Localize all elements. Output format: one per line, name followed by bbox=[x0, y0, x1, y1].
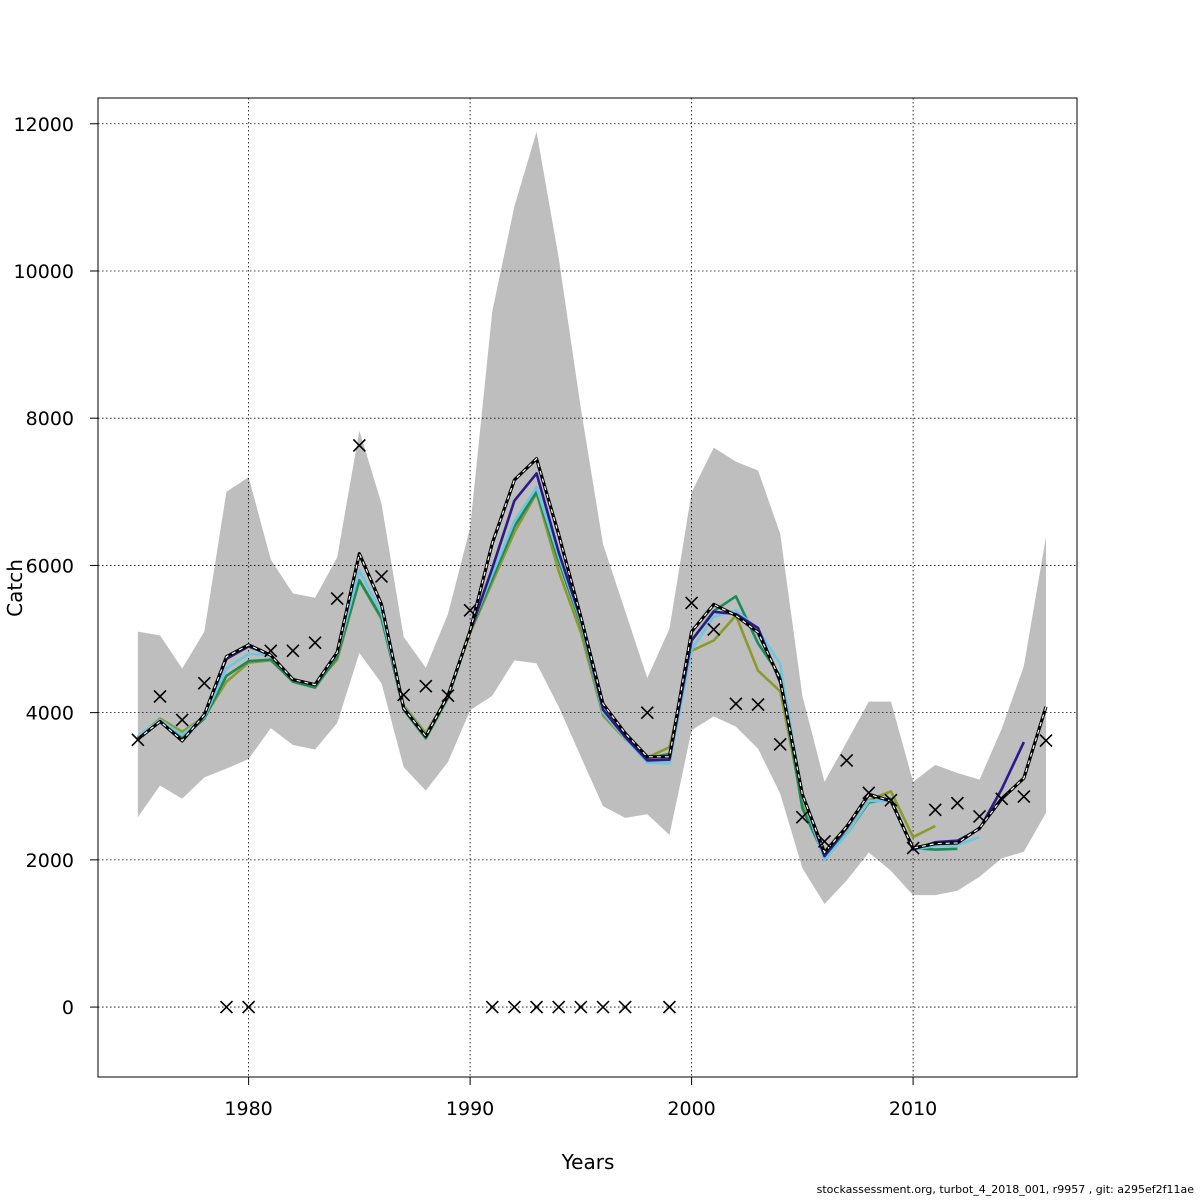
y-tick-label-12000: 12000 bbox=[14, 114, 74, 136]
observation-point-2015 bbox=[1017, 789, 1031, 804]
y-tick-label-4000: 4000 bbox=[26, 703, 74, 725]
x-tick-label-1980: 1980 bbox=[224, 1098, 272, 1120]
observation-point-1996 bbox=[596, 1000, 610, 1014]
observation-point-1976 bbox=[153, 689, 167, 704]
grid-layer bbox=[98, 98, 1077, 1077]
observation-point-2001 bbox=[707, 622, 721, 637]
observation-point-1990 bbox=[463, 603, 477, 617]
observation-point-2011 bbox=[928, 803, 942, 817]
y-tick-label-2000: 2000 bbox=[26, 850, 74, 872]
observation-point-2002 bbox=[729, 697, 743, 711]
plot-frame bbox=[97, 97, 1078, 1078]
footer-credit: stockassessment.org, turbot_4_2018_001, … bbox=[816, 1183, 1194, 1196]
y-tick-label-6000: 6000 bbox=[26, 555, 74, 577]
observation-layer bbox=[131, 438, 1053, 1014]
y-tick-label-10000: 10000 bbox=[14, 261, 74, 283]
observation-point-1980 bbox=[242, 1000, 256, 1014]
x-axis-title: Years bbox=[561, 1150, 615, 1174]
observation-point-2008 bbox=[862, 786, 876, 800]
observation-point-1985 bbox=[352, 438, 366, 453]
confidence-band bbox=[137, 131, 1046, 905]
axis-layer: 1980 1990 2000 2010 0 2000 4000 6000 8000 10000 12… bbox=[14, 97, 1078, 1120]
observation-point-2012 bbox=[950, 796, 964, 810]
y-tick-label-8000: 8000 bbox=[26, 408, 74, 430]
observation-point-2014 bbox=[995, 792, 1009, 806]
observation-point-2007 bbox=[840, 753, 854, 768]
observation-point-1989 bbox=[441, 689, 455, 703]
observation-point-1981 bbox=[264, 644, 278, 658]
x-tick-label-2000: 2000 bbox=[667, 1098, 715, 1120]
observation-point-1982 bbox=[286, 644, 300, 658]
y-tick-label-0: 0 bbox=[62, 997, 74, 1019]
observation-point-1993 bbox=[529, 1000, 544, 1014]
observation-point-1983 bbox=[308, 636, 322, 650]
observation-point-1978 bbox=[197, 676, 211, 690]
series-line-base-dash bbox=[137, 457, 1047, 854]
observation-point-1987 bbox=[397, 688, 411, 702]
observation-point-2009 bbox=[884, 793, 898, 807]
observation-point-1999 bbox=[662, 1000, 677, 1014]
observation-point-1975 bbox=[131, 733, 145, 747]
observation-point-1995 bbox=[574, 1000, 588, 1014]
observation-point-1997 bbox=[618, 1000, 632, 1014]
y-axis-title: Catch bbox=[3, 559, 27, 617]
observation-point-2013 bbox=[972, 809, 987, 823]
observation-point-1998 bbox=[640, 706, 654, 720]
observation-point-1994 bbox=[552, 1000, 566, 1014]
observation-point-2003 bbox=[751, 697, 765, 712]
observation-point-1991 bbox=[485, 1000, 499, 1014]
x-tick-label-2010: 2010 bbox=[889, 1098, 937, 1120]
confidence-band-layer bbox=[137, 131, 1046, 905]
observation-point-2016 bbox=[1039, 734, 1053, 748]
observation-point-1977 bbox=[175, 713, 189, 727]
observation-point-1992 bbox=[507, 1000, 521, 1014]
observation-point-2005 bbox=[795, 810, 809, 824]
observation-point-1988 bbox=[419, 679, 433, 693]
series-layer bbox=[136, 457, 1048, 862]
x-tick-label-1990: 1990 bbox=[446, 1098, 494, 1120]
observation-point-1984 bbox=[330, 591, 344, 606]
observation-point-1986 bbox=[374, 569, 389, 584]
observation-point-2000 bbox=[685, 596, 699, 610]
observation-point-2006 bbox=[817, 834, 832, 849]
observation-point-2010 bbox=[906, 841, 920, 855]
observation-point-2004 bbox=[773, 737, 787, 751]
observation-point-1979 bbox=[219, 1000, 234, 1014]
